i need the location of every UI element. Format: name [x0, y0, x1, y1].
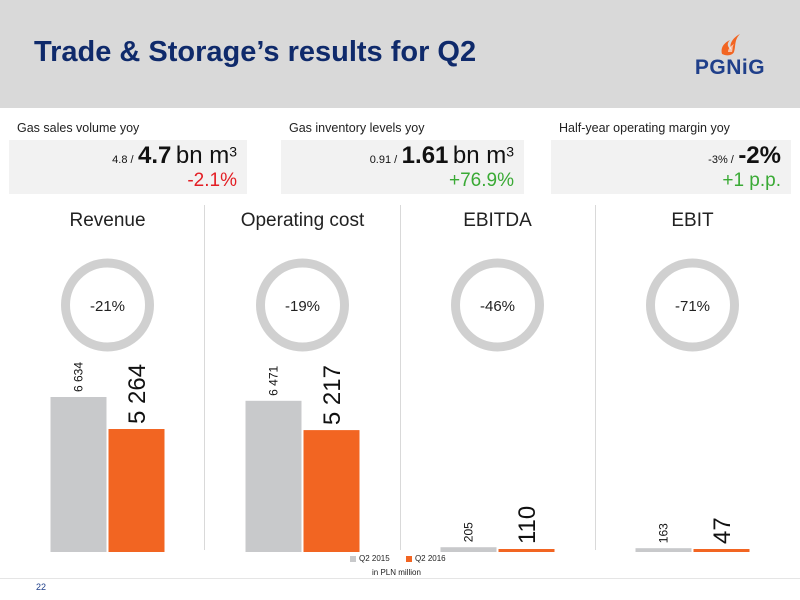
ebit-bar-q2-2015: [635, 548, 692, 552]
ebit-value-label-q2-2016: 47: [709, 517, 736, 544]
revenue-value-label-q2-2016: 5 264: [124, 364, 151, 424]
panel-title-ebit: EBIT: [671, 210, 714, 231]
kpi-gas-sales-volume: Gas sales volume yoy 4.8 / 4.7 bn m3 -2.…: [9, 118, 247, 194]
operating-cost-bar-q2-2016: [303, 430, 360, 552]
kpi-value: 0.91 / 1.61 bn m3: [370, 142, 514, 170]
page-title: Trade & Storage’s results for Q2: [34, 36, 477, 68]
page-number: 22: [36, 582, 47, 592]
legend-item-q2-2015: Q2 2015: [350, 554, 390, 563]
kpi-change: +1 p.p.: [722, 170, 781, 191]
panel-title-revenue: Revenue: [69, 210, 146, 231]
ebit-value-label-q2-2015: 163: [657, 523, 671, 543]
legend-item-q2-2016: Q2 2016: [405, 554, 446, 563]
kpi-current: 1.61: [401, 142, 449, 169]
ebitda-bar-q2-2015: [440, 547, 497, 552]
panel-divider: [204, 205, 205, 550]
revenue-bar-q2-2016: [108, 429, 165, 552]
ebit-change-label: -71%: [675, 298, 710, 315]
ebitda-change-label: -46%: [480, 298, 515, 315]
ebitda-value-label-q2-2015: 205: [462, 522, 476, 542]
operating-cost-value-label-q2-2015: 6 471: [267, 365, 281, 395]
kpi-unit: bn m: [452, 142, 507, 169]
legend-swatch: [350, 555, 356, 562]
kpi-change: -2.1%: [187, 170, 237, 191]
panel-title-operating-cost: Operating cost: [240, 210, 365, 231]
ebit-bar-q2-2016: [693, 549, 750, 552]
kpi-value: 4.8 / 4.7 bn m3: [112, 142, 237, 170]
footer-divider: [0, 578, 800, 579]
revenue-value-label-q2-2015: 6 634: [72, 362, 86, 392]
operating-cost-change-ring: [256, 258, 349, 352]
kpi-previous: 0.91 /: [369, 154, 398, 166]
ebitda-change-ring: [451, 258, 544, 352]
revenue-change-ring: [61, 258, 154, 352]
kpi-change: +76.9%: [449, 170, 514, 191]
kpi-unit: bn m: [175, 142, 230, 169]
kpi-current: -2%: [738, 142, 781, 169]
panel-divider: [595, 205, 596, 550]
panel-divider: [400, 205, 401, 550]
operating-cost-bar-q2-2015: [245, 400, 302, 552]
pgnig-logo: PGNiG: [690, 28, 770, 84]
operating-cost-change-label: -19%: [285, 298, 320, 315]
legend-label: Q2 2016: [414, 554, 446, 563]
header-band: Trade & Storage’s results for Q2 PGNiG: [0, 0, 800, 108]
logo-text: PGNiG: [694, 56, 766, 79]
kpi-gas-inventory-levels: Gas inventory levels yoy 0.91 / 1.61 bn …: [281, 118, 524, 194]
ebitda-value-label-q2-2016: 110: [514, 506, 541, 544]
legend-swatch: [405, 555, 412, 562]
unit-note: in PLN million: [372, 568, 421, 577]
kpi-label: Gas sales volume yoy: [9, 118, 247, 140]
operating-cost-value-label-q2-2016: 5 217: [319, 365, 346, 425]
revenue-change-label: -21%: [90, 298, 125, 315]
kpi-label: Gas inventory levels yoy: [281, 118, 524, 140]
kpi-label: Half-year operating margin yoy: [551, 118, 791, 140]
panel-title-ebitda: EBITDA: [463, 210, 532, 231]
kpi-unit-sup: 3: [506, 143, 514, 160]
ebit-change-ring: [646, 258, 739, 352]
kpi-previous: 4.8 /: [112, 154, 134, 166]
flame-icon: [721, 34, 740, 56]
revenue-bar-q2-2015: [50, 397, 107, 552]
kpi-current: 4.7: [138, 142, 172, 169]
kpi-unit-sup: 3: [229, 143, 237, 160]
ebitda-bar-q2-2016: [498, 549, 555, 552]
legend-label: Q2 2015: [359, 554, 390, 563]
kpi-value: -3% / -2%: [708, 142, 781, 170]
kpi-previous: -3% /: [708, 154, 734, 166]
kpi-operating-margin: Half-year operating margin yoy -3% / -2%…: [551, 118, 791, 194]
legend: Q2 2015 Q2 2016: [350, 554, 460, 563]
